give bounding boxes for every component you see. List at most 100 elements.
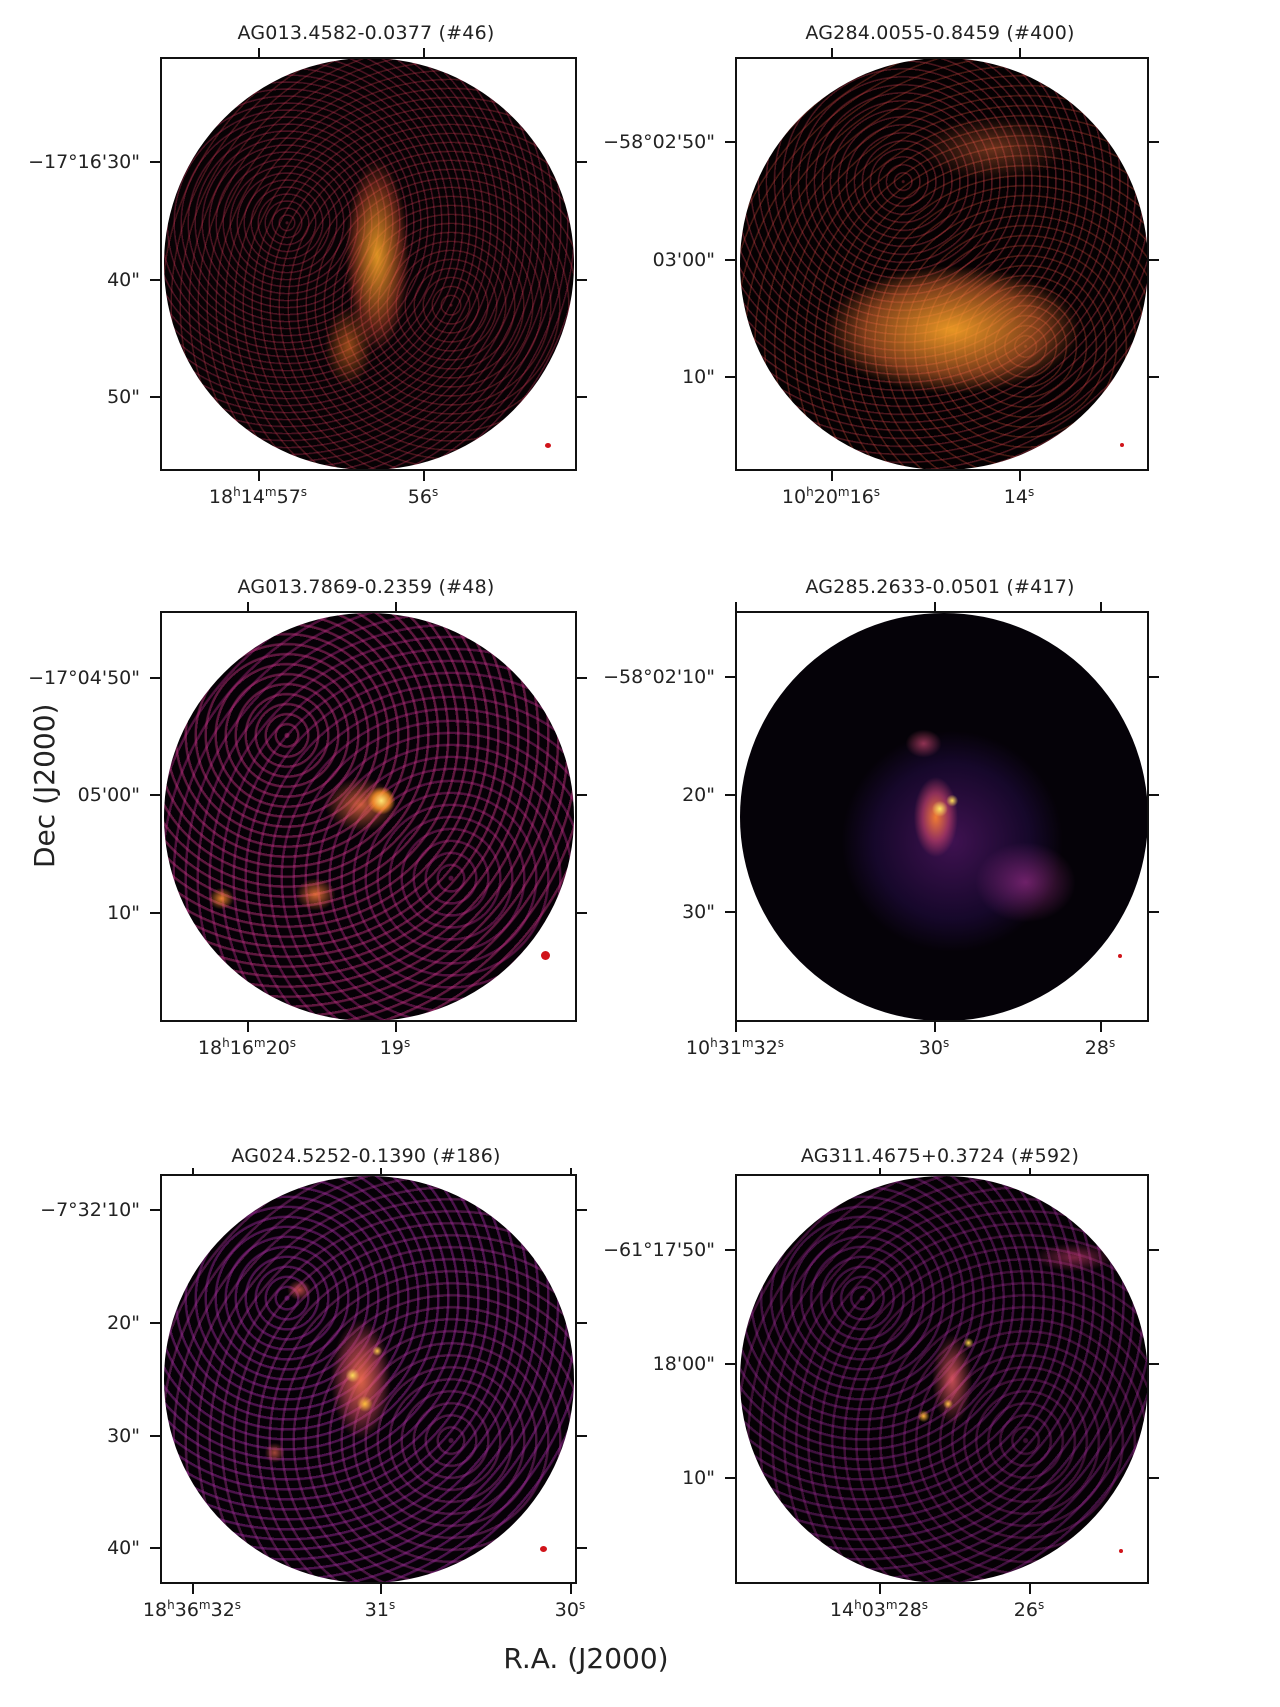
tick bbox=[395, 1022, 397, 1032]
ra-tick-label: 30s bbox=[554, 1598, 586, 1621]
tick bbox=[1029, 1168, 1031, 1178]
tick bbox=[577, 1547, 587, 1549]
tick bbox=[1029, 1584, 1031, 1594]
ra-tick-label: 14s bbox=[1003, 485, 1035, 508]
tick bbox=[577, 1435, 587, 1437]
tick bbox=[192, 1584, 194, 1594]
tick bbox=[879, 1168, 881, 1178]
image-frame bbox=[735, 611, 1149, 1022]
dec-tick-label: −61°17'50" bbox=[603, 1239, 715, 1261]
ra-tick-label: 30s bbox=[918, 1036, 950, 1059]
tick bbox=[150, 912, 160, 914]
tick bbox=[1149, 1477, 1159, 1479]
dec-tick-label: 10" bbox=[682, 366, 715, 388]
tick bbox=[423, 48, 425, 58]
panel-title: AG284.0055-0.8459 (#400) bbox=[805, 22, 1075, 44]
tick bbox=[570, 1168, 572, 1178]
tick bbox=[150, 1322, 160, 1324]
emission-map bbox=[164, 59, 574, 469]
tick bbox=[247, 1022, 249, 1032]
x-axis-title: R.A. (J2000) bbox=[503, 1642, 669, 1675]
tick bbox=[831, 48, 833, 58]
dec-tick-label: 03'00" bbox=[652, 249, 715, 271]
tick bbox=[1149, 794, 1159, 796]
tick bbox=[577, 161, 587, 163]
tick bbox=[1149, 141, 1159, 143]
tick bbox=[725, 911, 735, 913]
panel-title: AG013.4582-0.0377 (#46) bbox=[237, 22, 495, 44]
tick bbox=[1100, 1022, 1102, 1032]
tick bbox=[934, 602, 936, 612]
tick bbox=[150, 1209, 160, 1211]
ra-tick-label: 31s bbox=[364, 1598, 396, 1621]
tick bbox=[725, 676, 735, 678]
ra-tick-label: 10h20m16s bbox=[781, 485, 881, 508]
tick bbox=[725, 1249, 735, 1251]
tick bbox=[577, 912, 587, 914]
emission-map bbox=[740, 1176, 1147, 1582]
dec-tick-label: −17°16'30" bbox=[28, 151, 140, 173]
ra-tick-label: 18h14m57s bbox=[208, 485, 308, 508]
tick bbox=[934, 1022, 936, 1032]
ra-tick-label: 18h16m20s bbox=[197, 1036, 297, 1059]
tick bbox=[577, 677, 587, 679]
tick bbox=[725, 1363, 735, 1365]
beam-ellipse bbox=[1119, 1549, 1123, 1553]
tick bbox=[380, 1584, 382, 1594]
dec-tick-label: 50" bbox=[107, 386, 140, 408]
tick bbox=[577, 1209, 587, 1211]
panel-title: AG311.4675+0.3724 (#592) bbox=[800, 1145, 1080, 1167]
dec-tick-label: 10" bbox=[107, 902, 140, 924]
tick bbox=[380, 1168, 382, 1178]
ra-tick-label: 28s bbox=[1084, 1036, 1116, 1059]
tick bbox=[150, 1547, 160, 1549]
dec-tick-label: −7°32'10" bbox=[40, 1199, 140, 1221]
tick bbox=[150, 396, 160, 398]
tick bbox=[1149, 259, 1159, 261]
tick bbox=[1149, 1249, 1159, 1251]
tick bbox=[1100, 602, 1102, 612]
emission-map bbox=[740, 613, 1147, 1020]
tick bbox=[258, 471, 260, 481]
tick bbox=[150, 794, 160, 796]
tick bbox=[150, 677, 160, 679]
image-frame bbox=[735, 1174, 1149, 1584]
tick bbox=[735, 602, 737, 612]
beam-ellipse bbox=[540, 1546, 547, 1552]
dec-tick-label: 18'00" bbox=[652, 1353, 715, 1375]
tick bbox=[258, 48, 260, 58]
panel-title: AG285.2633-0.0501 (#417) bbox=[805, 576, 1075, 598]
panel-title: AG024.5252-0.1390 (#186) bbox=[231, 1145, 501, 1167]
tick bbox=[570, 1584, 572, 1594]
tick bbox=[577, 396, 587, 398]
tick bbox=[150, 279, 160, 281]
tick bbox=[577, 794, 587, 796]
panel-title: AG013.7869-0.2359 (#48) bbox=[237, 576, 495, 598]
tick bbox=[735, 1022, 737, 1032]
tick bbox=[150, 161, 160, 163]
dec-tick-label: 20" bbox=[682, 784, 715, 806]
tick bbox=[1149, 376, 1159, 378]
beam-ellipse bbox=[545, 443, 551, 448]
tick bbox=[423, 471, 425, 481]
ra-tick-label: 14h03m28s bbox=[829, 1598, 929, 1621]
emission-map bbox=[740, 59, 1147, 469]
image-frame bbox=[160, 57, 577, 471]
tick bbox=[725, 141, 735, 143]
ra-tick-label: 10h31m32s bbox=[685, 1036, 785, 1059]
dec-tick-label: 30" bbox=[107, 1425, 140, 1447]
ra-tick-label: 26s bbox=[1013, 1598, 1045, 1621]
tick bbox=[725, 376, 735, 378]
dec-tick-label: 20" bbox=[107, 1312, 140, 1334]
tick bbox=[1019, 471, 1021, 481]
tick bbox=[395, 602, 397, 612]
dec-tick-label: 30" bbox=[682, 901, 715, 923]
image-frame bbox=[160, 611, 577, 1022]
beam-ellipse bbox=[541, 951, 550, 960]
dec-tick-label: −17°04'50" bbox=[28, 667, 140, 689]
dec-tick-label: −58°02'10" bbox=[603, 666, 715, 688]
tick bbox=[725, 259, 735, 261]
tick bbox=[150, 1435, 160, 1437]
tick bbox=[192, 1168, 194, 1178]
tick bbox=[725, 794, 735, 796]
